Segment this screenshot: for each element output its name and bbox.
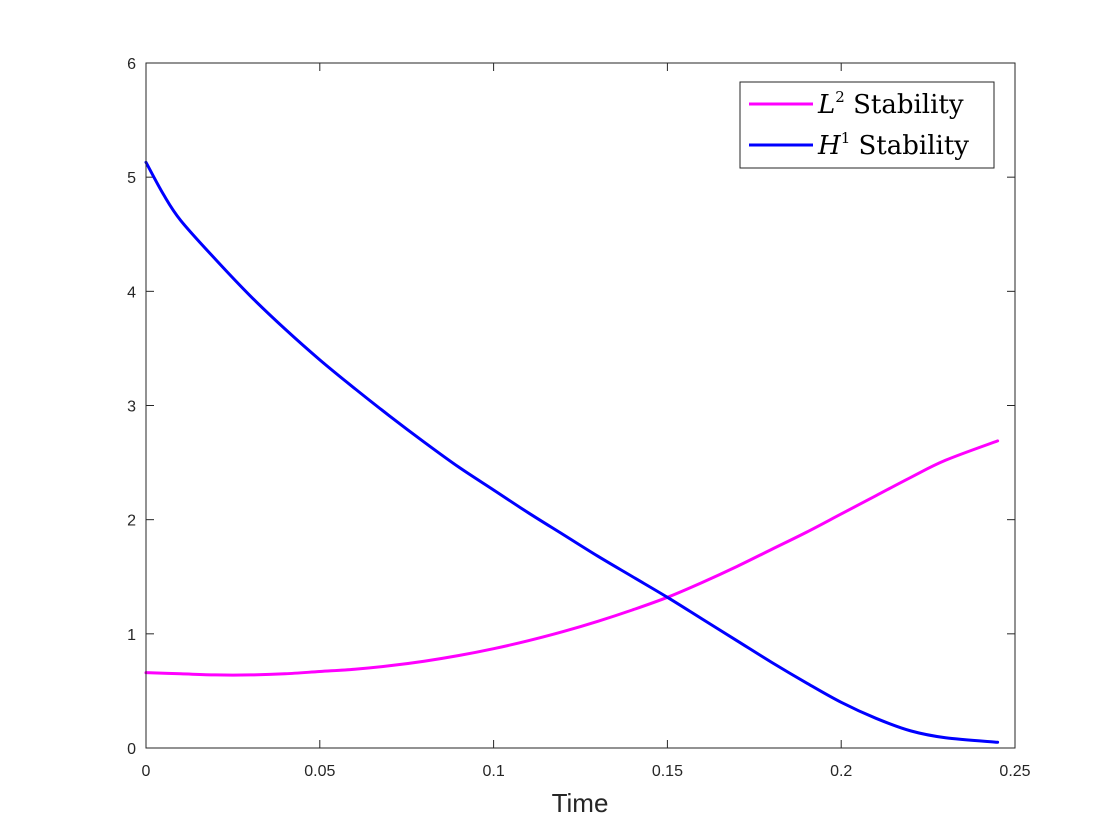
y-tick-label: 4 [127, 284, 136, 301]
x-tick-label: 0.2 [830, 763, 852, 780]
plot-area [146, 63, 1015, 748]
y-tick-label: 2 [127, 513, 136, 530]
legend: L2 Stability H1 Stability [739, 81, 995, 169]
y-tick-label: 0 [127, 741, 136, 758]
legend-l2-sup: 2 [835, 88, 845, 106]
h1-stability-line [144, 160, 1000, 744]
x-tick-label: 0.05 [304, 763, 335, 780]
x-tick-label: 0 [142, 763, 151, 780]
legend-label-l2: L2 Stability [817, 88, 964, 120]
legend-l2-rest: Stability [845, 90, 964, 120]
y-tick-label: 5 [127, 170, 136, 187]
legend-h1-rest: Stability [850, 131, 969, 161]
legend-label-h1: H1 Stability [817, 129, 969, 161]
x-tick-label: 0.25 [999, 763, 1030, 780]
x-axis-label: Time [552, 788, 609, 818]
x-tick-label: 0.15 [652, 763, 683, 780]
legend-h1-base: H [817, 131, 842, 161]
y-tick-label: 1 [127, 627, 136, 644]
legend-l2-base: L [817, 90, 835, 120]
tick-labels: 0 0.05 0.1 0.15 0.2 0.25 0 1 2 3 4 5 6 [127, 56, 1031, 780]
series-lines [144, 160, 1000, 744]
plot-frame [145, 62, 1016, 749]
l2-stability-line [144, 439, 1000, 677]
legend-h1-sup: 1 [841, 129, 851, 147]
y-tick-label: 3 [127, 399, 136, 416]
x-tick-label: 0.1 [482, 763, 504, 780]
legend-box [739, 81, 995, 169]
y-tick-label: 6 [127, 56, 136, 73]
